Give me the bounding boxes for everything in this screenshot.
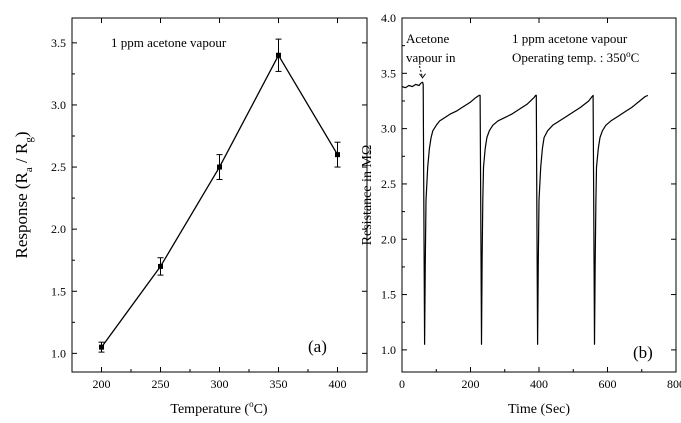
y-axis-title: Response (Ra / Rg) [12, 131, 35, 258]
y-tick-label: 1.0 [51, 346, 66, 360]
panel-a: 200 250 300 350 400 1.0 1.5 2.0 2.5 3.0 3.5 1 ppm a… [12, 17, 368, 417]
y-tick-label: 2.5 [51, 160, 66, 174]
x-tick-label: 0 [399, 377, 405, 391]
y-tick-label: 2.0 [51, 222, 66, 236]
y-tick-label: 3.5 [51, 36, 66, 50]
series-line [100, 54, 339, 348]
series-line [401, 81, 649, 345]
data-point [335, 152, 340, 158]
x-tick-label: 250 [152, 377, 170, 391]
y-tick-label: 4.0 [381, 11, 396, 25]
x-axis-title-text: Temperature ( [170, 402, 249, 417]
data-point [158, 263, 163, 269]
arrow-head [419, 73, 426, 79]
panel-label: (b) [633, 343, 653, 362]
x-axis-title-tail: C) [254, 402, 268, 417]
y-tick-label: 3.5 [381, 66, 396, 80]
annotation-concentration: 1 ppm acetone vapour [512, 31, 628, 46]
x-axis-title-sup: o [249, 399, 254, 409]
x-tick-label: 350 [270, 377, 288, 391]
annotation: 1 ppm acetone vapour [111, 35, 227, 50]
y-axis-title-mid: / R [12, 142, 31, 167]
panel-b: 0 200 400 600 800 1.0 1.5 2.0 2.5 3.0 3.5 4.0 Aceton… [360, 11, 681, 417]
x-tick-label: 600 [599, 377, 617, 391]
x-tick-label: 200 [462, 377, 480, 391]
x-tick-label: 300 [211, 377, 229, 391]
data-point [276, 52, 281, 58]
annotation-operating-temp-sup: o [626, 49, 631, 59]
annotation-acetone: Acetone [406, 31, 450, 46]
y-tick-label: 3.0 [51, 98, 66, 112]
y-axis-title-tail: ) [12, 131, 31, 137]
annotation-operating-temp: Operating temp. : 350oC [512, 49, 639, 65]
data-point [99, 344, 104, 350]
panel-label: (a) [308, 337, 327, 356]
x-tick-label: 400 [530, 377, 548, 391]
y-tick-label: 1.5 [381, 288, 396, 302]
data-point [217, 164, 222, 170]
y-axis-title: Resistance in MΩ [360, 145, 375, 246]
y-tick-label: 1.5 [51, 284, 66, 298]
y-tick-label: 3.0 [381, 122, 396, 136]
y-axis-title-text: Response (R [12, 171, 31, 258]
x-axis-title: Temperature (oC) [170, 399, 268, 417]
annotation-vapour-in: vapour in [406, 50, 456, 65]
y-tick-label: 1.0 [381, 343, 396, 357]
plot-frame [71, 17, 368, 373]
x-tick-label: 200 [93, 377, 111, 391]
y-tick-label: 2.5 [381, 177, 396, 191]
y-axis-title-sub: a [23, 167, 35, 172]
annotation-operating-temp-tail: C [631, 50, 640, 65]
y-axis-title-sub: g [23, 137, 35, 143]
y-tick-label: 2.0 [381, 232, 396, 246]
x-axis-title: Time (Sec) [508, 402, 570, 417]
x-tick-label: 800 [667, 377, 681, 391]
x-tick-label: 400 [329, 377, 347, 391]
annotation-operating-temp-text: Operating temp. : 350 [512, 50, 626, 65]
